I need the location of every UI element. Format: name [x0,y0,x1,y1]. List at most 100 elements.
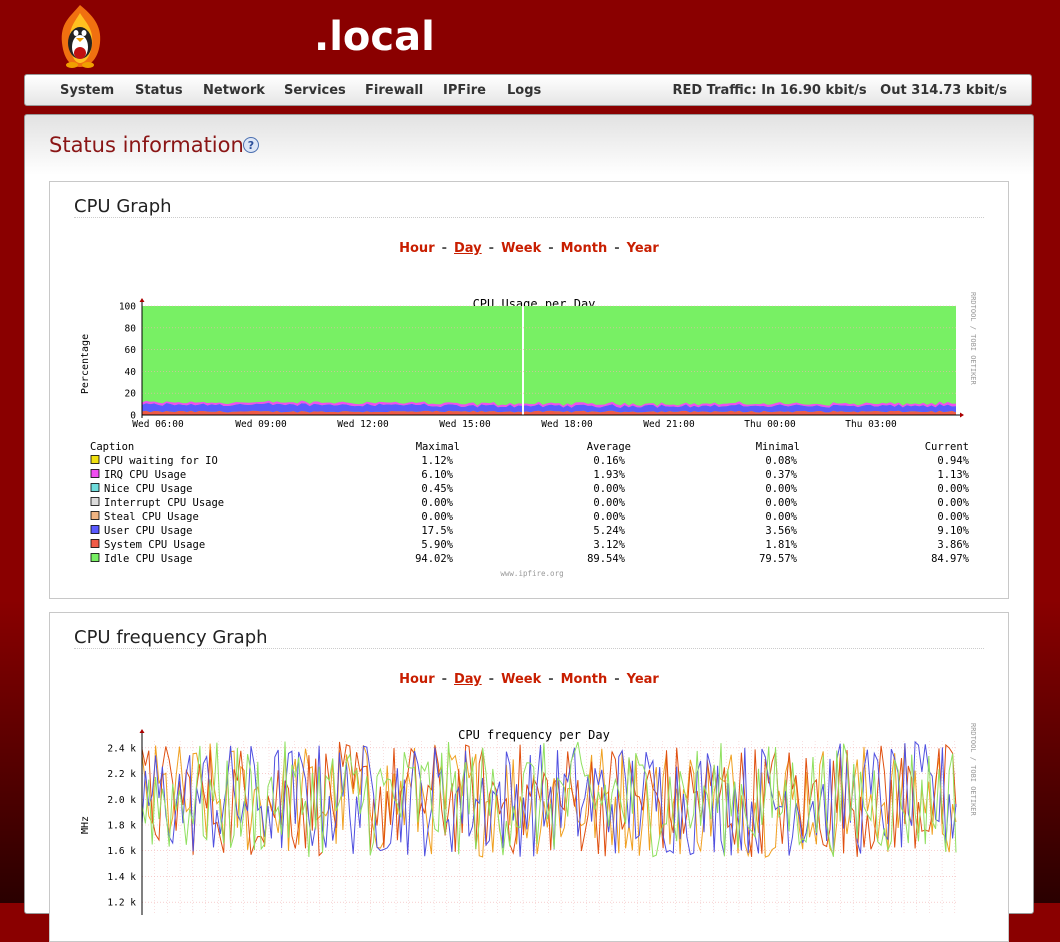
y-axis-label: MHz [80,816,91,834]
legend-avg: 3.12% [593,539,625,551]
legend-header-max: Maximal [416,441,460,453]
legend-min: 79.57% [759,553,798,565]
freq-period-week[interactable]: Week [501,672,542,687]
menu-logs[interactable]: Logs [507,83,542,98]
legend-avg: 1.93% [593,469,625,481]
header: .local [0,0,1060,74]
cpu-period-month[interactable]: Month [560,241,608,256]
menu-system[interactable]: System [60,83,115,98]
cpu-period-year[interactable]: Year [626,241,659,256]
legend-max: 17.5% [421,525,453,537]
svg-text:?: ? [248,139,254,152]
rrdtool-watermark: RRDTOOL / TOBI OETIKER [969,292,977,386]
cpu-period-week[interactable]: Week [501,241,542,256]
rrdtool-watermark: RRDTOOL / TOBI OETIKER [969,723,977,817]
x-axis: Wed 06:00 Wed 09:00 Wed 12:00 Wed 15:00 Wed … [132,419,897,430]
x-tick-label: Wed 09:00 [235,419,287,430]
legend-min: 1.81% [765,539,797,551]
user-area [142,402,956,413]
y-tick-label: 20 [125,389,137,400]
cpu-graph-box: CPU Graph Hour - Day - Week - Month - Year CPU U… [49,181,1009,599]
y-tick-label: 2.0 k [107,795,136,806]
y-tick-label: 1.2 k [107,898,136,909]
cpu-period-day[interactable]: Day [454,241,482,256]
legend-series-name: Steal CPU Usage [104,511,199,523]
page-title: Status information [49,133,244,157]
legend-min: 3.56% [765,525,797,537]
legend-avg: 0.16% [593,455,625,467]
legend-series-name: User CPU Usage [104,525,193,537]
legend-max: 1.12% [421,455,453,467]
help-icon[interactable]: ? [243,137,259,153]
main-menu: System Status Network Services Firewall … [24,74,1032,106]
freq-graph-title: CPU frequency Graph [74,627,268,648]
legend-min: 0.00% [765,483,797,495]
divider [74,648,984,649]
idle-area [142,306,956,415]
frequency-series-line [141,741,957,857]
legend-series-name: Idle CPU Usage [104,553,193,565]
x-tick-label: Wed 06:00 [132,419,184,430]
y-axis: 0 20 40 60 80 100 [119,302,136,422]
legend-cur: 84.97% [931,553,970,565]
legend-avg: 5.24% [593,525,625,537]
legend-swatch [90,553,100,562]
freq-period-day[interactable]: Day [454,672,482,687]
y-tick-label: 40 [125,367,137,378]
y-axis-arrow [139,298,145,302]
legend-cur: 0.00% [937,483,969,495]
cpu-usage-chart: CPU Usage per Day Percentage RRDTOOL / T… [74,284,986,580]
x-tick-label: Wed 18:00 [541,419,593,430]
cpu-period-selector: Hour - Day - Week - Month - Year [50,241,1008,256]
divider [74,217,984,218]
x-axis-arrow [960,412,964,418]
legend-max: 0.00% [421,511,453,523]
ipfire-logo [61,5,101,68]
frequency-series-line [141,741,957,858]
legend-header-caption: Caption [90,441,134,453]
x-tick-label: Wed 12:00 [337,419,389,430]
legend-swatch [90,455,100,464]
legend-max: 6.10% [421,469,453,481]
y-tick-label: 1.6 k [107,846,136,857]
separator: - [488,672,495,687]
cpu-graph-title: CPU Graph [74,196,172,217]
y-tick-label: 100 [119,302,136,313]
freq-period-selector: Hour - Day - Week - Month - Year [50,672,1008,687]
x-tick-label: Thu 00:00 [744,419,796,430]
y-axis-label: Percentage [80,334,91,394]
y-tick-label: 60 [125,345,137,356]
cpu-period-hour[interactable]: Hour [399,241,435,256]
menu-network[interactable]: Network [203,83,265,98]
menu-ipfire[interactable]: IPFire [443,83,486,98]
legend-header-min: Minimal [756,441,800,453]
legend-min: 0.00% [765,511,797,523]
hostname: .local [314,14,435,60]
irq-area [142,400,956,408]
separator: - [488,241,495,256]
legend-series-name: System CPU Usage [104,539,205,551]
legend-max: 94.02% [415,553,454,565]
y-tick-label: 1.8 k [107,821,136,832]
separator: - [548,241,554,256]
chart-title: CPU frequency per Day [458,728,610,742]
red-traffic-status: RED Traffic: In 16.90 kbit/s Out 314.73 … [672,83,1007,98]
separator: - [441,672,448,687]
legend-swatch [90,525,100,534]
y-tick-label: 2.2 k [107,769,136,780]
system-area [142,410,956,415]
freq-period-year[interactable]: Year [626,672,659,687]
legend-header-avg: Average [587,441,631,453]
legend-max: 5.90% [421,539,453,551]
freq-period-month[interactable]: Month [560,672,608,687]
freq-period-hour[interactable]: Hour [399,672,435,687]
legend-swatch [90,497,100,506]
menu-services[interactable]: Services [284,83,346,98]
content-panel: Status information ? CPU Graph Hour - Day -… [24,114,1034,942]
legend-cur: 0.00% [937,511,969,523]
menu-firewall[interactable]: Firewall [365,83,424,98]
legend-series-name: Interrupt CPU Usage [104,497,224,509]
legend-cur: 9.10% [937,525,969,537]
menu-status[interactable]: Status [135,83,183,98]
plot-area [139,298,964,418]
